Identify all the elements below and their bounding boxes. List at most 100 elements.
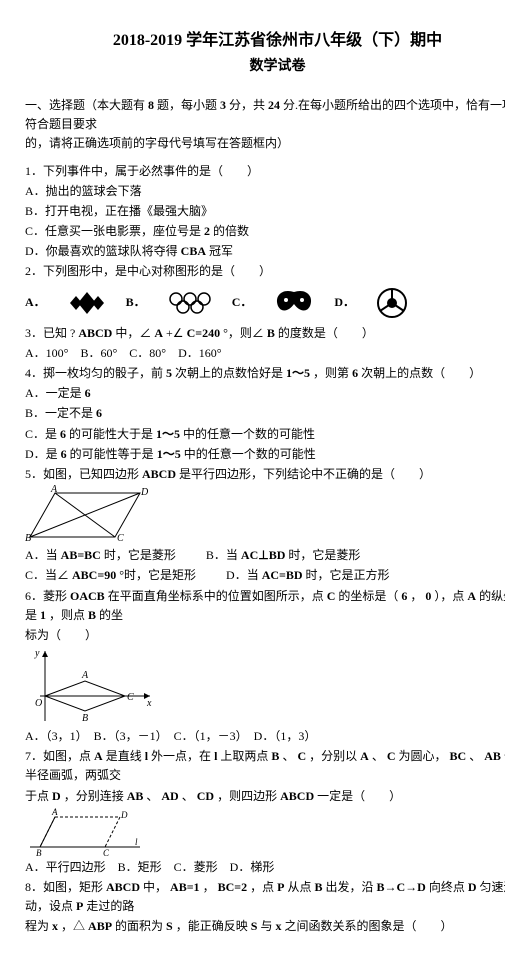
q8-b4: P	[277, 880, 284, 894]
q6-b6: 1	[40, 608, 46, 622]
parallelogram-figure: A D B C	[25, 485, 155, 545]
q6-stem2: 标为（ ）	[25, 626, 505, 645]
steering-wheel-icon	[375, 286, 409, 320]
q1-C-b: 2	[204, 224, 210, 238]
q4-C-b1: 6	[60, 427, 66, 441]
q5-C-m1: °时，它是矩形	[119, 568, 196, 582]
svg-text:l: l	[135, 837, 138, 847]
q3-pre: 3．已知 ?	[25, 326, 78, 340]
q5-A-b1: AB=BC	[61, 548, 101, 562]
q4-m3: 次朝上的点数（ ）	[361, 366, 481, 380]
q6-m2: 的坐标是（	[338, 589, 398, 603]
sec1-t1: 一、选择题（本大题有	[25, 98, 145, 112]
q8-l2-b3: S	[166, 919, 173, 933]
q8-l2-b4: S	[251, 919, 258, 933]
q1-D-post: 冠军	[209, 244, 233, 258]
q8-b2: AB=1	[170, 880, 200, 894]
q2-B-label: B．	[126, 293, 146, 312]
q1-D-b: CBA	[181, 244, 206, 258]
q5-D-m1: 时，它是正方形	[306, 568, 390, 582]
q8-b8: P	[76, 899, 83, 913]
svg-text:O: O	[35, 698, 42, 709]
sec1-b3: 24	[268, 98, 280, 112]
sec1-m2: 分，共	[229, 98, 265, 112]
q7-l2-m1: ，分别连接	[64, 789, 124, 803]
q4-D-pre: D．是	[25, 447, 58, 461]
q7-b9: AB	[484, 749, 501, 763]
q8-b1: ABCD	[106, 880, 140, 894]
q1-stem: 1．下列事件中，属于必然事件的是（ ）	[25, 162, 505, 181]
knot-icon	[66, 288, 108, 318]
q4-B-b: 6	[96, 406, 102, 420]
q7-b4: B	[271, 749, 279, 763]
q7-m4: 、	[282, 749, 294, 763]
q8-stem: 8．如图，矩形 ABCD 中， AB=1 ， BC=2 ，点 P 从点 B 出发…	[25, 878, 505, 916]
q4-D-m1: 的可能性等于是	[70, 447, 154, 461]
q8-m2: ，	[203, 880, 215, 894]
q7-l2-b4: CD	[197, 789, 214, 803]
q4-m2: ，则第	[313, 366, 349, 380]
q7-b6: A	[360, 749, 369, 763]
q8-m1: 中，	[143, 880, 167, 894]
q2-D-label: D．	[334, 293, 355, 312]
q1-C-post: 的倍数	[213, 224, 249, 238]
q7-l2-b2: AB	[127, 789, 144, 803]
q4-D-b1: 6	[61, 447, 67, 461]
q7-l2-pre: 于点	[25, 789, 49, 803]
svg-text:B: B	[25, 533, 31, 544]
q6-b3: 6	[401, 589, 407, 603]
q5-A-m1: 时，它是菱形	[104, 548, 176, 562]
svg-text:x: x	[146, 698, 152, 709]
q4-B: B．一定不是 6	[25, 404, 505, 423]
q5-B-b1: AC⊥BD	[241, 548, 285, 562]
q7-b5: C	[297, 749, 306, 763]
svg-text:C: C	[127, 692, 134, 703]
q4-D-m2: 中的任意一个数的可能性	[184, 447, 316, 461]
q7-b8: BC	[450, 749, 467, 763]
q7-stem2: 于点 D ，分别连接 AB 、 AD 、 CD ，则四边形 ABCD 一定是（ …	[25, 787, 505, 806]
rhombus-axes-figure: O A C B x y	[25, 646, 155, 726]
q3-m4: 的度数是（ ）	[278, 326, 374, 340]
q7-l2-m5: 一定是（ ）	[317, 789, 401, 803]
q1-C: C．任意买一张电影票，座位号是 2 的倍数	[25, 222, 505, 241]
q4-pre: 4．掷一枚均匀的骰子，前	[25, 366, 163, 380]
q5-C-pre: C．当∠	[25, 568, 69, 582]
svg-text:D: D	[140, 487, 149, 498]
q7-opts: A．平行四边形 B．矩形 C．菱形 D．梯形	[25, 858, 505, 877]
svg-text:A: A	[81, 670, 89, 681]
q5-C-b1: ABC=90	[72, 568, 116, 582]
q4-C-pre: C．是	[25, 427, 57, 441]
q8-b3: BC=2	[218, 880, 248, 894]
sec1-b2: 3	[220, 98, 226, 112]
q8-m6: 向终点	[429, 880, 465, 894]
q7-m5: ，分别以	[309, 749, 357, 763]
q3-b4: B	[267, 326, 275, 340]
q2-A-label: A．	[25, 293, 46, 312]
q7-m3: 上取两点	[220, 749, 268, 763]
q4-m1: 次朝上的点数恰好是	[175, 366, 283, 380]
q4-A: A．一定是 6	[25, 384, 505, 403]
q6-m3: ，	[410, 589, 422, 603]
q8-pre: 8．如图，矩形	[25, 880, 103, 894]
q1-D-pre: D．你最喜欢的篮球队将夺得	[25, 244, 178, 258]
q7-l2-m3: 、	[182, 789, 194, 803]
q2-C-label: C．	[232, 293, 253, 312]
q7-l2-b3: AD	[161, 789, 178, 803]
q5-A-pre: A．当	[25, 548, 58, 562]
q6-opts: A．（3，1） B．（3，－1） C．（1，－3） D．（1，3）	[25, 727, 505, 746]
sec1-b1: 8	[148, 98, 154, 112]
q2-figures: A． B． C． D．	[25, 286, 505, 320]
q7-l2-b5: ABCD	[280, 789, 314, 803]
q8-l2-b5: x	[275, 919, 281, 933]
q3-m2: +∠	[166, 326, 184, 340]
q6-m6: ，则点	[49, 608, 85, 622]
svg-text:B: B	[36, 848, 42, 857]
q4-C-b2: 1～5	[156, 427, 180, 441]
svg-text:y: y	[34, 648, 40, 659]
q6-m7: 的坐	[99, 608, 123, 622]
q4-A-b: 6	[85, 386, 91, 400]
q4-C-m2: 中的任意一个数的可能性	[183, 427, 315, 441]
q7-m6: 、	[372, 749, 384, 763]
q7-m2: 外一点，在	[151, 749, 211, 763]
exam-title: 2018-2019 学年江苏省徐州市八年级（下）期中	[25, 28, 505, 54]
